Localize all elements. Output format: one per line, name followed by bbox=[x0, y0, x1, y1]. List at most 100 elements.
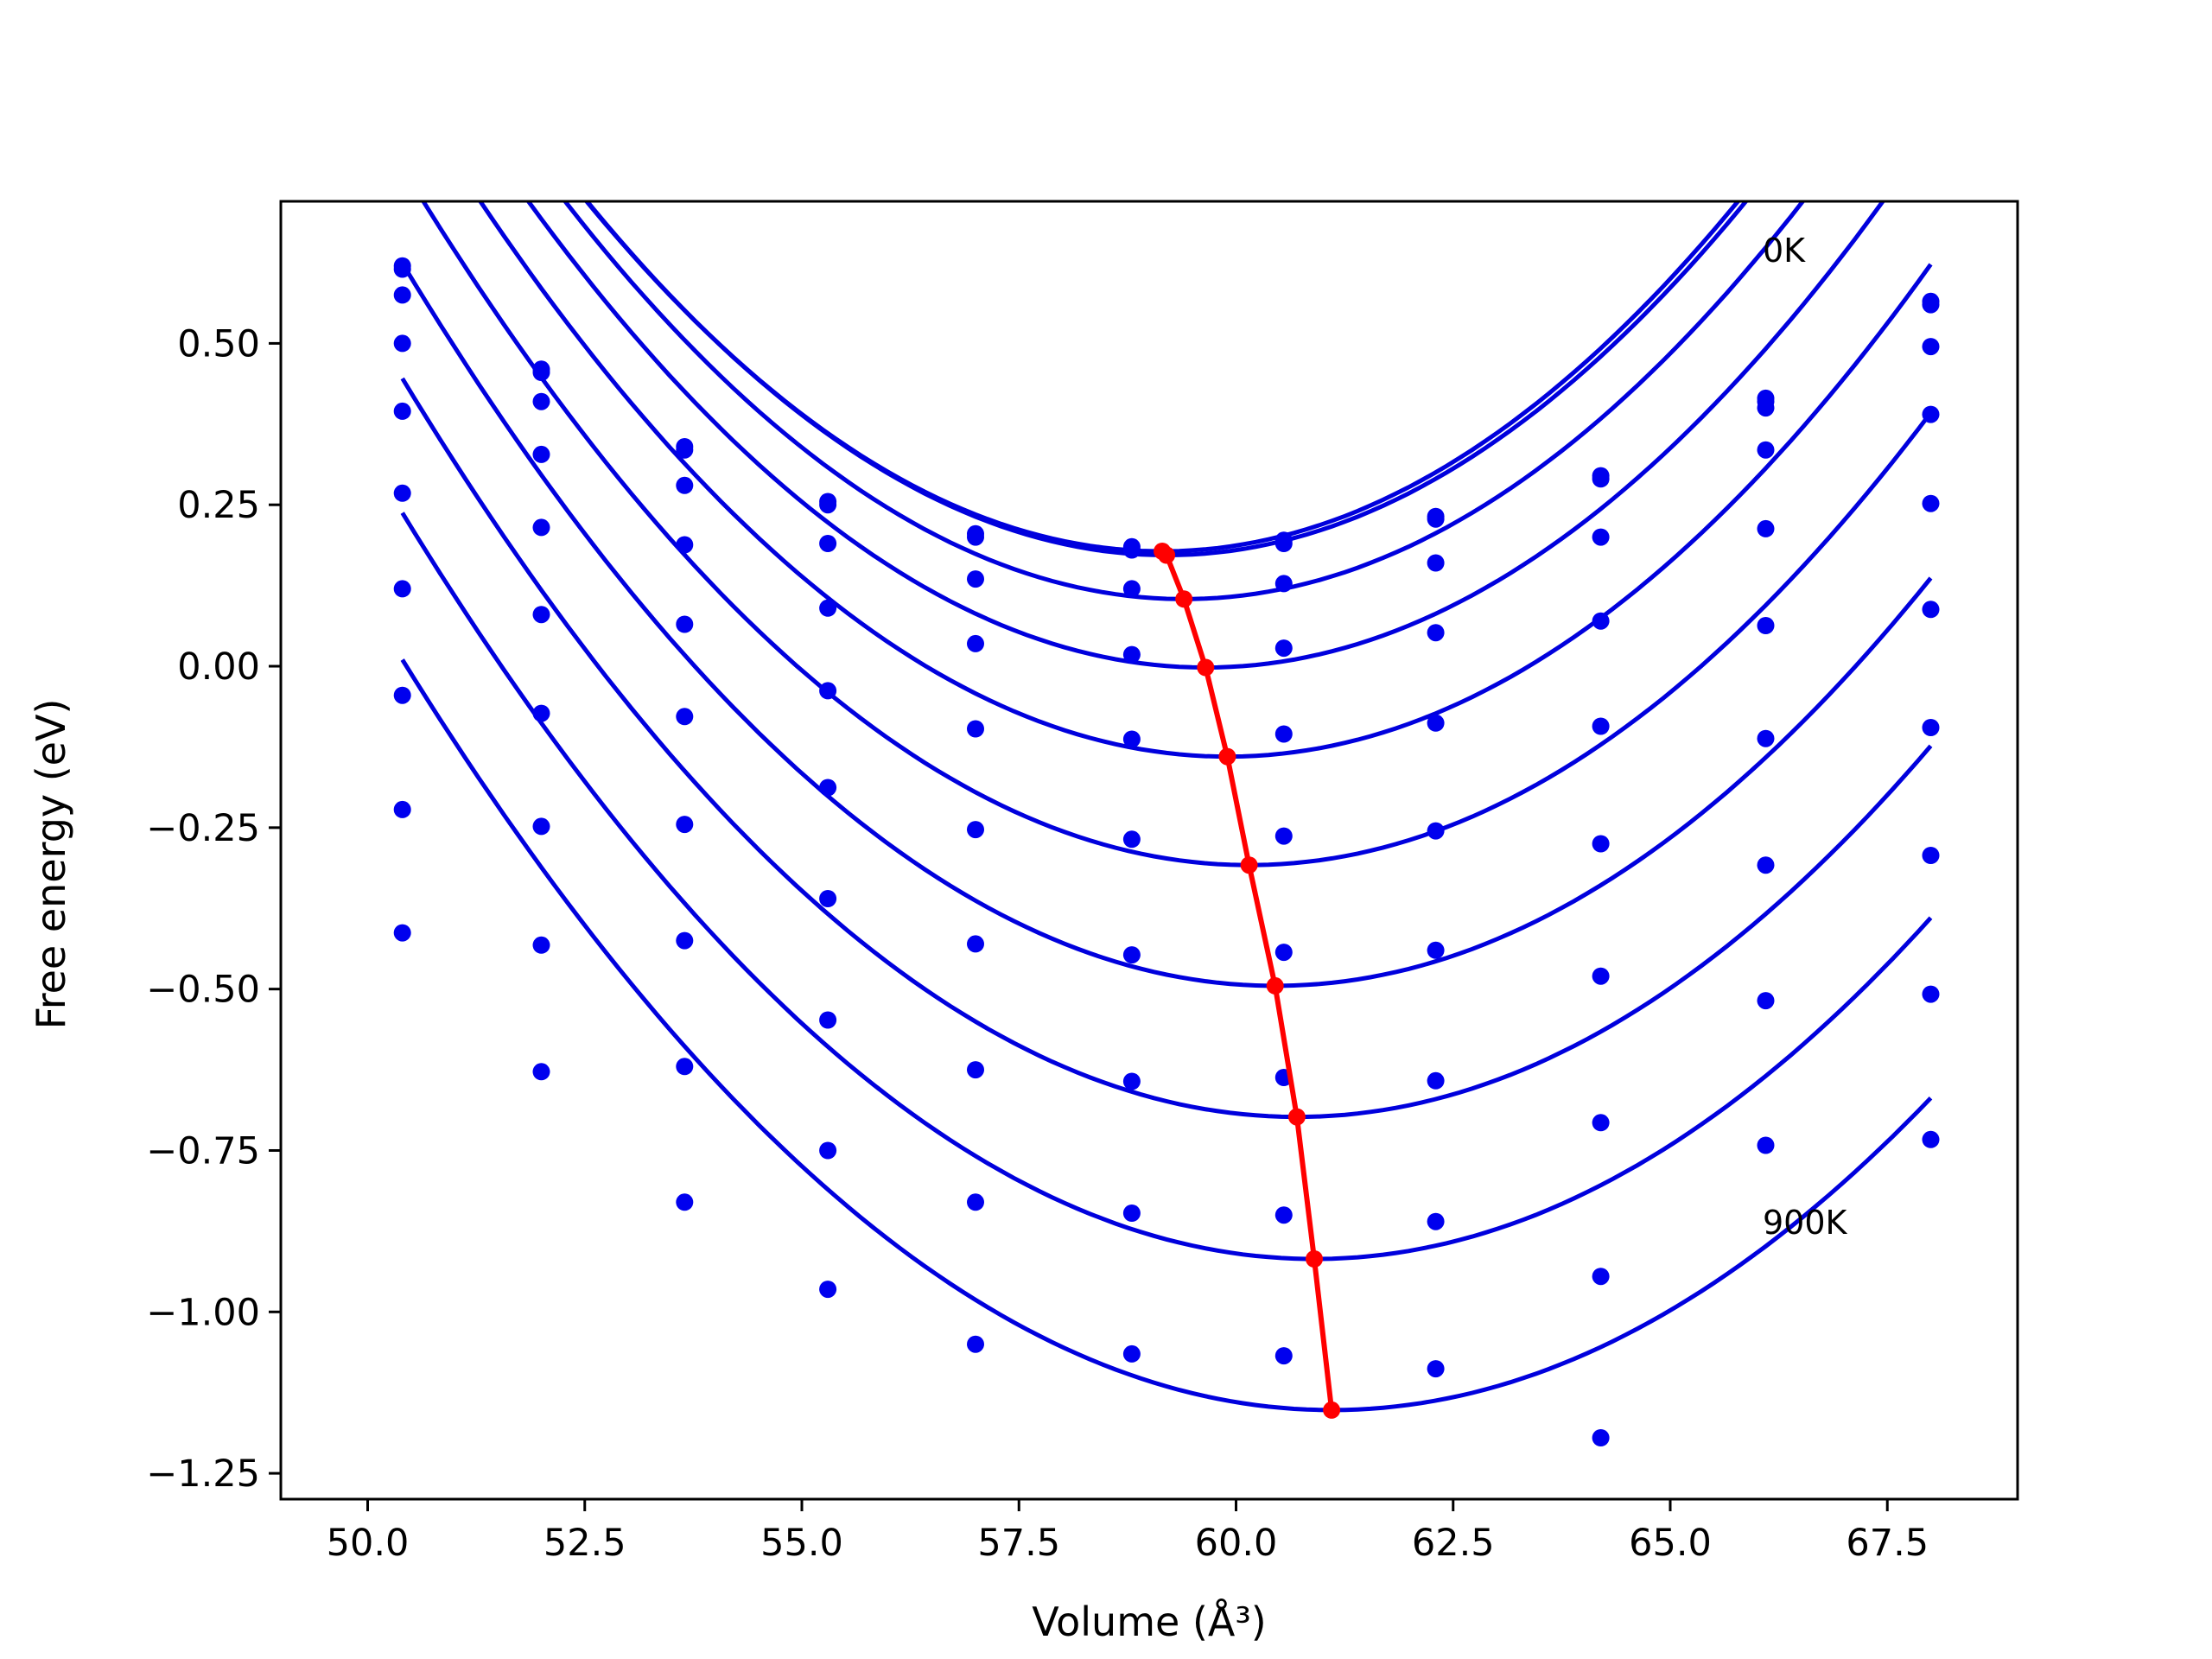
data-point-s5-11 bbox=[1922, 494, 1940, 512]
data-point-s3-4 bbox=[819, 535, 837, 552]
y-tick-label: −0.25 bbox=[146, 807, 260, 850]
data-point-s3-11 bbox=[1922, 338, 1940, 356]
data-point-s2-2 bbox=[532, 364, 550, 381]
data-point-s7-1 bbox=[393, 580, 411, 598]
x-tick-label: 50.0 bbox=[327, 1522, 410, 1565]
plot-layer bbox=[393, 201, 1940, 1446]
data-point-s6-5 bbox=[967, 821, 984, 839]
data-point-s5-1 bbox=[393, 402, 411, 420]
minimum-point-3 bbox=[1175, 590, 1193, 608]
data-point-s4-5 bbox=[967, 634, 984, 652]
data-point-s7-11 bbox=[1922, 719, 1940, 736]
data-points bbox=[393, 257, 1940, 1446]
data-point-s9-7 bbox=[1274, 1206, 1293, 1224]
fit-curve-7 bbox=[400, 262, 1933, 988]
data-point-s7-3 bbox=[676, 816, 694, 834]
y-tick-label: −0.75 bbox=[146, 1129, 260, 1173]
minimum-point-5 bbox=[1218, 747, 1236, 766]
data-point-s6-11 bbox=[1922, 601, 1940, 619]
y-tick-label: 0.50 bbox=[177, 322, 260, 365]
minimum-path bbox=[1154, 543, 1341, 1419]
data-point-s10-1 bbox=[393, 924, 411, 942]
data-point-s3-10 bbox=[1757, 399, 1775, 417]
fit-curve-5 bbox=[477, 201, 1933, 760]
data-point-s3-3 bbox=[676, 476, 694, 494]
annotation-900k: 900K bbox=[1763, 1204, 1848, 1242]
data-point-s8-4 bbox=[819, 1011, 837, 1029]
data-point-s3-2 bbox=[532, 392, 550, 410]
minimum-point-8 bbox=[1287, 1108, 1306, 1126]
data-point-s10-11 bbox=[1922, 1130, 1940, 1148]
data-point-s8-2 bbox=[532, 817, 550, 836]
data-point-s9-1 bbox=[393, 800, 411, 818]
data-point-s9-9 bbox=[1592, 1268, 1610, 1286]
data-point-s10-3 bbox=[676, 1193, 694, 1211]
x-tick-label: 65.0 bbox=[1629, 1522, 1712, 1565]
data-point-s3-8 bbox=[1427, 554, 1445, 572]
data-point-s8-11 bbox=[1922, 847, 1940, 864]
y-tick-label: −1.00 bbox=[146, 1291, 260, 1334]
fit-curve-9 bbox=[400, 512, 1933, 1262]
data-point-s2-11 bbox=[1922, 296, 1940, 314]
x-tick-label: 57.5 bbox=[977, 1522, 1060, 1565]
data-point-s8-9 bbox=[1592, 1114, 1610, 1132]
data-point-s5-4 bbox=[819, 682, 837, 700]
minimum-point-4 bbox=[1197, 658, 1215, 677]
data-point-s7-9 bbox=[1592, 967, 1610, 985]
data-point-s6-10 bbox=[1757, 617, 1775, 634]
data-point-s9-3 bbox=[676, 1058, 694, 1076]
data-point-s3-1 bbox=[393, 286, 411, 304]
y-tick-label: 0.25 bbox=[177, 484, 260, 527]
data-point-s10-10 bbox=[1757, 1136, 1775, 1154]
data-point-s4-9 bbox=[1592, 612, 1610, 630]
data-point-s6-4 bbox=[819, 779, 837, 797]
data-point-s5-8 bbox=[1427, 714, 1445, 732]
data-point-s9-2 bbox=[532, 936, 550, 954]
fit-curves bbox=[400, 201, 1933, 1413]
data-point-s8-3 bbox=[676, 931, 694, 950]
data-point-s6-8 bbox=[1427, 822, 1445, 840]
y-tick-label: −1.25 bbox=[146, 1452, 260, 1496]
data-point-s6-3 bbox=[676, 708, 694, 726]
data-point-s4-2 bbox=[532, 445, 550, 463]
data-point-s4-11 bbox=[1922, 405, 1940, 423]
data-point-s3-9 bbox=[1592, 528, 1610, 546]
x-tick-label: 55.0 bbox=[760, 1522, 843, 1565]
x-tick-label: 60.0 bbox=[1195, 1522, 1278, 1565]
data-point-s9-10 bbox=[1757, 992, 1775, 1010]
data-point-s8-10 bbox=[1757, 856, 1775, 874]
data-point-s9-11 bbox=[1922, 985, 1940, 1003]
data-point-s5-6 bbox=[1122, 730, 1141, 748]
data-point-s7-5 bbox=[967, 935, 984, 953]
minimum-point-6 bbox=[1240, 856, 1258, 874]
data-point-s9-8 bbox=[1427, 1212, 1445, 1230]
data-point-s5-10 bbox=[1757, 519, 1775, 537]
annotation-0k: 0K bbox=[1763, 232, 1806, 270]
data-point-s10-8 bbox=[1427, 1360, 1445, 1378]
data-point-s7-8 bbox=[1427, 941, 1445, 959]
plot-frame bbox=[279, 200, 2019, 1501]
data-point-s2-1 bbox=[393, 260, 411, 278]
data-point-s10-9 bbox=[1592, 1429, 1610, 1446]
data-point-s3-7 bbox=[1274, 575, 1293, 593]
data-point-s6-9 bbox=[1592, 835, 1610, 853]
data-point-s6-1 bbox=[393, 484, 411, 502]
data-point-s8-8 bbox=[1427, 1071, 1445, 1090]
fit-curve-3 bbox=[562, 201, 1806, 601]
data-point-s2-9 bbox=[1592, 470, 1610, 488]
data-point-s10-5 bbox=[967, 1335, 984, 1353]
data-point-s2-3 bbox=[676, 441, 694, 459]
minimum-point-7 bbox=[1266, 976, 1284, 995]
data-point-s10-6 bbox=[1122, 1344, 1141, 1363]
data-point-s9-5 bbox=[967, 1193, 984, 1211]
data-point-s3-6 bbox=[1122, 580, 1141, 598]
data-point-s2-7 bbox=[1274, 535, 1293, 552]
data-point-s2-5 bbox=[967, 528, 984, 546]
data-point-s6-7 bbox=[1274, 827, 1293, 845]
data-point-s2-4 bbox=[819, 496, 837, 514]
fit-curve-6 bbox=[421, 201, 1933, 868]
minimum-point-10 bbox=[1323, 1401, 1341, 1419]
minimum-point-9 bbox=[1306, 1250, 1323, 1268]
data-point-s7-2 bbox=[532, 704, 550, 722]
